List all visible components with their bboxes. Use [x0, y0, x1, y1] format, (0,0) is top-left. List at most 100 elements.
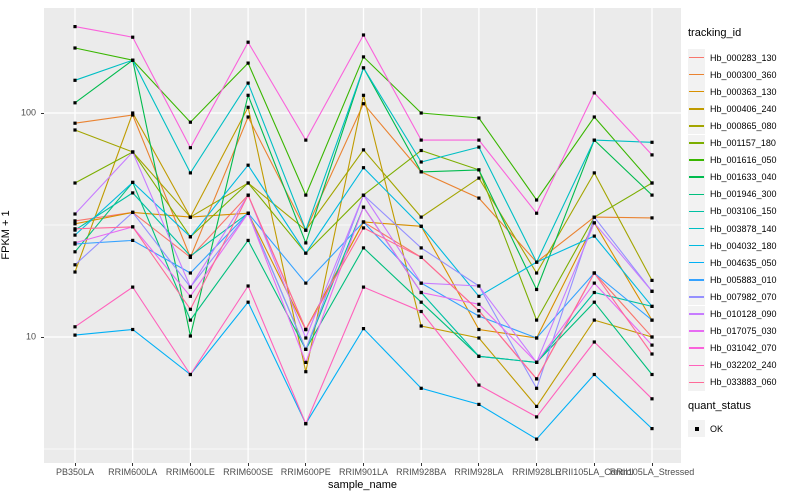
data-point: [304, 336, 308, 340]
data-point: [361, 102, 366, 106]
legend-item-label: Hb_001616_050: [710, 155, 777, 166]
data-point: [361, 148, 366, 152]
data-point: [592, 215, 596, 219]
x-tick-mark: [74, 463, 76, 466]
legend-key: [688, 100, 705, 118]
data-point: [419, 300, 423, 304]
legend-key: [688, 49, 705, 66]
y-tick-mark: [41, 112, 44, 114]
data-point: [361, 93, 366, 97]
legend-item: Hb_004635_050: [688, 254, 777, 272]
data-point: [650, 289, 654, 293]
legend-key: [688, 271, 705, 289]
legend-item-label: Hb_000865_080: [710, 120, 777, 131]
data-point: [246, 93, 250, 97]
legend-key: [688, 254, 705, 272]
legend-item: Hb_001616_050: [688, 151, 777, 169]
data-point: [304, 138, 308, 142]
data-point: [304, 347, 308, 351]
data-point: [477, 145, 481, 149]
legend-line-swatch: [689, 56, 704, 59]
legend-line-swatch: [689, 381, 704, 384]
data-point: [535, 360, 539, 364]
legend-key: [688, 185, 705, 203]
data-point: [188, 285, 192, 289]
data-point: [419, 148, 423, 153]
data-point: [419, 170, 423, 174]
legend-item: Hb_033883_060: [688, 373, 777, 391]
legend-key: [688, 83, 705, 101]
data-point: [477, 336, 481, 340]
data-point: [73, 333, 77, 337]
data-point: [188, 215, 192, 219]
legend-line-swatch: [689, 210, 704, 213]
data-point: [535, 271, 539, 275]
data-point: [304, 281, 308, 285]
data-point: [419, 290, 423, 295]
data-point: [304, 327, 308, 332]
data-point: [304, 422, 308, 426]
data-point: [73, 121, 77, 125]
data-point: [650, 397, 654, 401]
legend-item: Hb_031042_070: [688, 339, 777, 357]
x-tick-mark: [247, 463, 249, 466]
legend-item-label: Hb_032202_240: [710, 360, 777, 371]
legend-line-swatch: [689, 108, 704, 110]
legend-title-tracking-id: tracking_id: [688, 27, 742, 39]
legend-item: Hb_000363_130: [688, 83, 777, 101]
legend-line-swatch: [689, 159, 704, 161]
legend-point-swatch: [694, 426, 699, 431]
data-point: [188, 146, 192, 150]
x-tick-label: RRIM928BA: [396, 467, 447, 477]
data-point: [361, 226, 366, 230]
data-point: [650, 193, 654, 197]
data-point: [592, 221, 596, 225]
legend-line-swatch: [689, 73, 704, 76]
x-tick-label: RRII105LA_Stressed: [609, 467, 695, 477]
data-point: [477, 314, 481, 318]
data-point: [477, 138, 481, 142]
y-tick-mark: [41, 336, 44, 338]
legend-item-label: Hb_000300_360: [710, 69, 777, 80]
data-point: [419, 215, 423, 219]
data-point: [304, 241, 308, 245]
data-point: [535, 318, 539, 322]
legend-item-label: Hb_031042_070: [710, 343, 777, 354]
data-point: [131, 191, 135, 195]
data-point: [419, 309, 423, 314]
legend-item-label: Hb_010128_090: [710, 309, 777, 319]
legend-key: [688, 237, 705, 255]
data-point: [650, 140, 654, 144]
x-tick-mark: [305, 463, 307, 466]
data-point: [592, 91, 596, 95]
data-point: [188, 271, 192, 275]
data-point: [304, 370, 308, 374]
data-point: [650, 181, 654, 185]
data-point: [361, 66, 366, 70]
legend-item: Hb_000865_080: [688, 117, 777, 135]
data-point: [419, 255, 423, 259]
x-axis-title: sample_name: [327, 479, 398, 491]
legend-item: Hb_003878_140: [688, 220, 777, 237]
legend-line-swatch: [689, 193, 704, 196]
data-point: [535, 415, 539, 419]
data-point: [73, 325, 77, 329]
legend-key: [688, 168, 705, 186]
legend-title-quant-status: quant_status: [688, 400, 751, 412]
legend-item-label: Hb_007982_070: [710, 291, 777, 302]
data-point: [73, 78, 77, 82]
data-point: [650, 153, 654, 157]
data-point: [419, 111, 423, 115]
legend-item-label: Hb_000363_130: [710, 86, 777, 97]
data-point: [592, 300, 596, 304]
data-point: [73, 241, 77, 245]
legend-item: Hb_017075_030: [688, 322, 777, 340]
x-tick-mark: [132, 463, 134, 466]
legend-key: [688, 202, 705, 220]
data-point: [304, 193, 308, 197]
x-tick-label: RRIM600SE: [223, 467, 274, 477]
data-point: [131, 58, 135, 62]
data-point: [535, 404, 539, 408]
data-point: [535, 437, 539, 441]
data-point: [419, 246, 423, 250]
